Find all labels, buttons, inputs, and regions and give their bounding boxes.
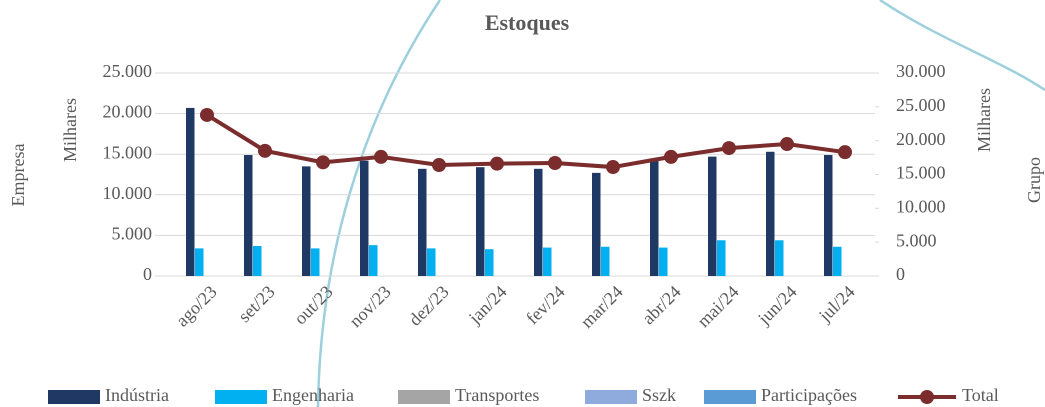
y-tick-label: 15.000 [103,142,153,162]
bar [766,152,775,276]
y2-tick-label: 25.000 [896,95,946,115]
y-tick-label: 0 [143,264,152,284]
chart: Estoques Empresa Milhares Milhares Grupo… [0,0,1045,407]
point [432,158,446,172]
line [207,115,845,167]
y-tick-label: 10.000 [103,183,153,203]
bar [485,249,494,276]
point [258,144,272,158]
y2-tick-label: 20.000 [896,129,946,149]
bar [369,245,378,276]
y2-unit-label: Milhares [974,88,994,152]
bar [186,108,195,276]
x-tick-label: jun/24 [753,282,800,329]
point [664,150,678,164]
y-unit-label: Milhares [60,98,80,162]
y-tick-label: 25.000 [103,61,153,81]
legend-swatch [48,390,100,404]
legend-label: Engenharia [272,385,354,405]
x-tick-label: set/23 [234,282,279,327]
bar [717,240,726,276]
bar [775,240,784,276]
point [374,150,388,164]
legend-swatch [215,390,267,404]
legend-label: Participações [761,385,857,405]
bar [659,248,668,276]
x-tick-label: jul/24 [814,282,859,327]
y2-tick-label: 15.000 [896,163,946,183]
bar [476,167,485,276]
bar [427,248,436,276]
bar [534,169,543,276]
y2-tick-label: 5.000 [896,230,937,250]
x-tick-label: mai/24 [693,282,742,331]
bar [833,247,842,276]
x-tick-label: jan/24 [464,282,511,329]
x-tick-label: dez/23 [405,282,453,330]
x-tick-label: fev/24 [522,282,569,329]
legend-swatch [585,390,637,404]
x-tick-label: out/23 [290,282,337,329]
point [722,141,736,155]
y-tick-label: 5.000 [112,224,153,244]
y2-tick-label: 30.000 [896,61,946,81]
point [606,160,620,174]
y2-axis-label: Grupo [1024,157,1044,203]
legend-label: Total [962,385,999,405]
bar [253,246,262,276]
point [200,108,214,122]
bar [650,160,659,276]
x-tick-label: abr/24 [638,282,685,329]
y-tick-label: 20.000 [103,102,153,122]
point [490,157,504,171]
bar [543,248,552,276]
bar [302,166,311,276]
bar [708,157,717,276]
point [838,145,852,159]
legend-swatch [398,390,450,404]
bar [601,247,610,276]
legend-label: Sszk [642,385,676,405]
chart-title: Estoques [485,10,570,35]
legend-label: Transportes [455,385,539,405]
x-tick-label: nov/23 [345,282,395,332]
y2-tick-label: 10.000 [896,196,946,216]
point [548,156,562,170]
x-tick-label: mar/24 [577,282,627,332]
bar [244,155,253,276]
y2-tick-label: 0 [896,264,905,284]
point [316,155,330,169]
legend-swatch [704,390,756,404]
bar [418,169,427,276]
y-axis-label: Empresa [8,144,28,207]
bar [592,173,601,276]
bar [360,161,369,276]
bar [195,248,204,276]
bar [824,155,833,276]
x-tick-label: ago/23 [172,282,221,331]
point [780,137,794,151]
bar [311,248,320,276]
legend-marker [920,390,934,404]
legend-label: Indústria [105,385,169,405]
